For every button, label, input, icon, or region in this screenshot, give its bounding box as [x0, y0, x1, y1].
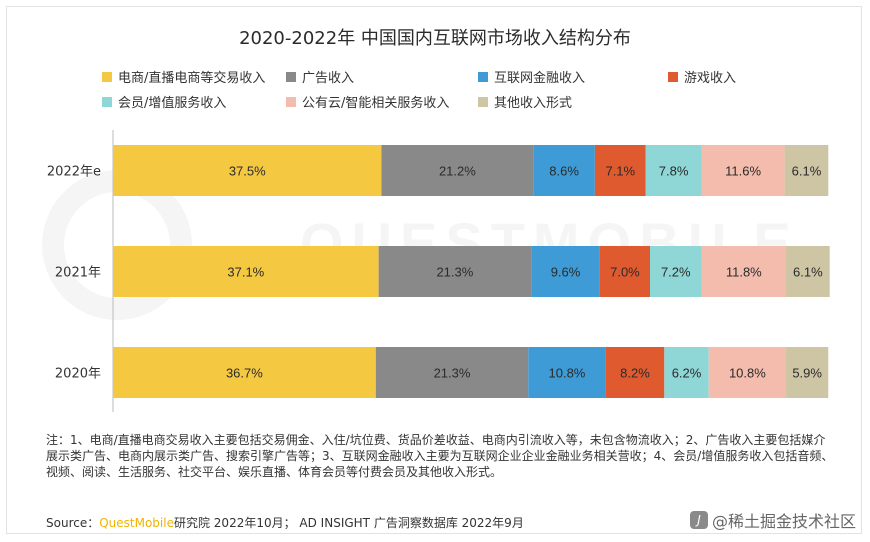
data-label: 8.6% [549, 164, 579, 179]
data-label: 10.8% [729, 366, 766, 381]
legend-swatch [286, 96, 296, 107]
site-watermark: J @稀土掘金技术社区 [689, 508, 856, 532]
source-line: Source：QuestMobile研究院 2022年10月； AD INSIG… [46, 514, 524, 531]
bar-segment [594, 145, 646, 196]
data-label: 5.9% [792, 366, 822, 381]
data-label: 37.1% [227, 265, 264, 280]
data-label: 21.3% [434, 366, 471, 381]
data-label: 7.1% [605, 164, 635, 179]
legend-item: 公有云/智能相关服务收入 [286, 92, 449, 111]
data-label: 7.2% [661, 265, 691, 280]
category-label: 2020年 [55, 367, 101, 382]
legend-item: 互联网金融收入 [478, 67, 585, 86]
legend-swatch [286, 71, 296, 82]
source-text: 研究院 2022年10月； AD INSIGHT 广告洞察数据库 2022年9月 [173, 516, 524, 530]
bar-segment [599, 246, 650, 297]
legend-swatch [478, 71, 488, 82]
data-label: 11.6% [725, 164, 761, 179]
legend-item: 其他收入形式 [478, 92, 572, 111]
data-label: 7.8% [659, 164, 689, 179]
legend-item: 游戏收入 [668, 67, 736, 86]
legend-item: 广告收入 [286, 67, 354, 86]
legend-label: 电商/直播电商等交易收入 [118, 71, 266, 86]
bar-segment [701, 246, 787, 297]
site-badge-icon: J [689, 511, 708, 529]
data-label: 11.8% [726, 265, 762, 280]
category-label: 2021年 [55, 266, 101, 281]
legend: 电商/直播电商等交易收入 广告收入 互联网金融收入 游戏收入 会员/增值服务收入… [0, 0, 870, 120]
data-label: 6.1% [792, 164, 822, 179]
data-label: 6.2% [672, 366, 702, 381]
legend-label: 其他收入形式 [494, 96, 573, 111]
legend-swatch [668, 71, 678, 82]
bar-segment [378, 246, 532, 297]
chart-notes: 注：1、电商/直播电商交易收入主要包括交易佣金、入住/坑位费、货品价差收益、电商… [46, 433, 834, 479]
bar-segment [531, 246, 600, 297]
legend-label: 互联网金融收入 [494, 71, 586, 86]
bar-segment [528, 347, 606, 398]
legend-swatch [102, 96, 112, 107]
bar-segment [375, 347, 529, 398]
bar-segment [113, 347, 376, 398]
data-label: 6.1% [793, 265, 823, 280]
data-label: 37.5% [229, 164, 266, 179]
bar-segment [645, 145, 702, 196]
bar-segment [381, 145, 534, 196]
data-label: 9.6% [551, 265, 581, 280]
bar-segment [113, 246, 379, 297]
legend-swatch [478, 96, 488, 107]
data-label: 7.0% [610, 265, 640, 280]
data-label: 10.8% [549, 366, 586, 381]
data-label: 36.7% [226, 366, 263, 381]
bar-segment [533, 145, 595, 196]
bar-segment [708, 347, 787, 398]
data-label: 21.2% [439, 164, 476, 179]
legend-label: 会员/增值服务收入 [118, 96, 227, 111]
bar-segment [113, 145, 382, 196]
bar-segment [786, 246, 830, 297]
legend-swatch [102, 71, 112, 82]
legend-label: 游戏收入 [684, 71, 737, 86]
stacked-bar-chart: 2022年e 37.5% 21.2% 8.6% 7.1% 7.8% 11.6% 6.1% 202… [47, 130, 830, 412]
bar-segment [605, 347, 665, 398]
bar-segment [701, 145, 785, 196]
source-brand: QuestMobile [99, 516, 174, 530]
legend-item: 电商/直播电商等交易收入 [102, 67, 265, 86]
chart-title: 2020-2022年 中国国内互联网市场收入结构分布 [239, 28, 631, 49]
data-label: 21.3% [436, 265, 473, 280]
figure-frame [6, 6, 862, 534]
site-watermark-text: @稀土掘金技术社区 [711, 512, 856, 531]
legend-item: 会员/增值服务收入 [102, 92, 226, 111]
bar-segment [786, 347, 829, 398]
legend-label: 公有云/智能相关服务收入 [302, 96, 450, 111]
source-prefix: Source： [46, 516, 100, 530]
category-label: 2022年e [47, 165, 101, 180]
bar-segment [650, 246, 702, 297]
bar-segment [784, 145, 829, 196]
bar-segment [664, 347, 709, 398]
legend-label: 广告收入 [302, 71, 355, 86]
data-label: 8.2% [620, 366, 650, 381]
